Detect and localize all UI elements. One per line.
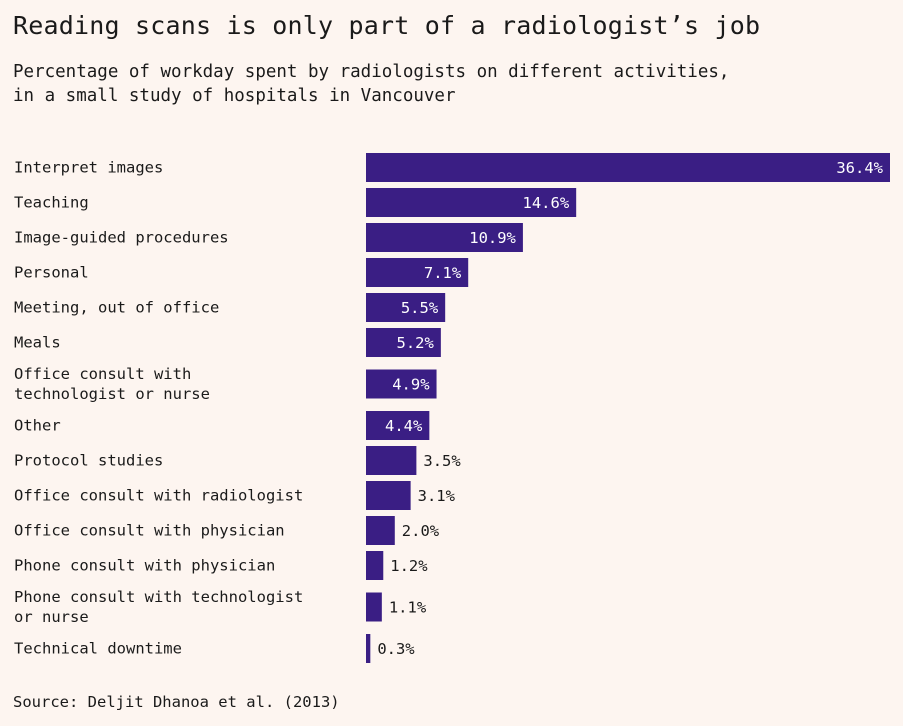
category-label: Personal xyxy=(14,264,89,282)
category-label-line: Office consult with radiologist xyxy=(14,487,303,505)
bar-row: Protocol studies 3.5% xyxy=(14,446,461,475)
bar xyxy=(366,223,523,252)
data-label: 4.9% xyxy=(392,376,430,394)
category-label-line: technologist or nurse xyxy=(14,385,210,403)
category-label-line: Office consult with xyxy=(14,365,191,383)
category-label: Meals xyxy=(14,334,61,352)
chart-subtitle: Percentage of workday spent by radiologi… xyxy=(13,60,729,108)
category-label-line: Phone consult with physician xyxy=(14,557,275,575)
bar-row: Phone consult with technologist or nurse 1… xyxy=(14,588,427,626)
data-label: 2.0% xyxy=(402,522,440,540)
category-label: Office consult with radiologist xyxy=(14,487,303,505)
category-label: Phone consult with physician xyxy=(14,557,275,575)
bar-row: Office consult with technologist or nurse… xyxy=(14,365,437,403)
category-label-line: Protocol studies xyxy=(14,452,163,470)
bar-row: Other 4.4% xyxy=(14,411,430,440)
data-label: 3.1% xyxy=(418,487,456,505)
category-label-line: Image-guided procedures xyxy=(14,229,229,247)
data-label: 4.4% xyxy=(385,417,423,435)
category-label: Office consult with physician xyxy=(14,522,285,540)
bar xyxy=(366,634,371,663)
chart-subtitle-line-2: in a small study of hospitals in Vancouv… xyxy=(13,86,456,106)
category-label-line: Teaching xyxy=(14,194,89,212)
data-label: 36.4% xyxy=(836,159,883,177)
bar xyxy=(366,411,430,440)
data-label: 7.1% xyxy=(424,264,462,282)
category-label-line: Technical downtime xyxy=(14,640,182,658)
category-label-line: Meeting, out of office xyxy=(14,299,219,317)
bar xyxy=(366,153,890,182)
category-label-line: Other xyxy=(14,417,61,435)
category-label: Image-guided procedures xyxy=(14,229,229,247)
category-label: Office consult with technologist or nurse xyxy=(14,365,210,403)
data-label: 14.6% xyxy=(523,194,570,212)
bar xyxy=(366,328,441,357)
chart-subtitle-line-1: Percentage of workday spent by radiologi… xyxy=(13,62,730,82)
category-label-line: Phone consult with technologist xyxy=(14,588,303,606)
bar-row: Personal 7.1% xyxy=(14,258,469,287)
bar xyxy=(366,551,384,580)
category-label-line: Interpret images xyxy=(14,159,163,177)
bar xyxy=(366,446,417,475)
data-label: 5.5% xyxy=(401,299,439,317)
category-label-line: Personal xyxy=(14,264,89,282)
bar-row: Interpret images 36.4% xyxy=(14,153,890,182)
category-label-line: Meals xyxy=(14,334,61,352)
bar-row: Meeting, out of office 5.5% xyxy=(14,293,446,322)
category-label: Meeting, out of office xyxy=(14,299,219,317)
category-label: Protocol studies xyxy=(14,452,163,470)
category-label: Technical downtime xyxy=(14,640,182,658)
bar-row: Technical downtime 0.3% xyxy=(14,634,415,663)
bar xyxy=(366,188,577,217)
category-label-line: Office consult with physician xyxy=(14,522,285,540)
bar-row: Teaching 14.6% xyxy=(14,188,577,217)
bar xyxy=(366,481,411,510)
bar-row: Office consult with physician 2.0% xyxy=(14,516,440,545)
category-label: Interpret images xyxy=(14,159,163,177)
data-label: 1.1% xyxy=(389,599,427,617)
source-note: Source: Deljit Dhanoa et al. (2013) xyxy=(13,693,340,711)
data-label: 0.3% xyxy=(377,640,415,658)
bar-row: Image-guided procedures 10.9% xyxy=(14,223,523,252)
bar xyxy=(366,592,382,622)
data-label: 10.9% xyxy=(469,229,516,247)
bar xyxy=(366,258,469,287)
data-label: 5.2% xyxy=(397,334,435,352)
bar-row: Meals 5.2% xyxy=(14,328,441,357)
category-label: Teaching xyxy=(14,194,89,212)
bar-row: Phone consult with physician 1.2% xyxy=(14,551,428,580)
category-label-line: or nurse xyxy=(14,608,89,626)
data-label: 3.5% xyxy=(423,452,461,470)
bar-row: Office consult with radiologist 3.1% xyxy=(14,481,456,510)
bar xyxy=(366,369,437,399)
bar xyxy=(366,516,395,545)
bar xyxy=(366,293,446,322)
category-label: Phone consult with technologist or nurse xyxy=(14,588,303,626)
data-label: 1.2% xyxy=(390,557,428,575)
category-label: Other xyxy=(14,417,61,435)
chart-title: Reading scans is only part of a radiolog… xyxy=(13,11,761,40)
